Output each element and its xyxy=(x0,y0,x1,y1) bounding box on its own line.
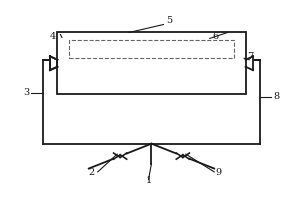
Text: 6: 6 xyxy=(213,32,219,41)
Polygon shape xyxy=(246,56,253,70)
Text: 3: 3 xyxy=(23,88,29,97)
Circle shape xyxy=(114,152,126,160)
Text: 1: 1 xyxy=(146,176,152,185)
Text: 2: 2 xyxy=(88,168,95,177)
Text: 9: 9 xyxy=(216,168,222,177)
Text: 7: 7 xyxy=(247,52,253,61)
Text: 8: 8 xyxy=(274,92,280,101)
Text: 5: 5 xyxy=(166,16,172,25)
Text: 4: 4 xyxy=(50,32,56,41)
Bar xyxy=(69,40,234,58)
Polygon shape xyxy=(50,56,57,70)
Bar xyxy=(57,32,246,94)
Circle shape xyxy=(177,152,189,160)
